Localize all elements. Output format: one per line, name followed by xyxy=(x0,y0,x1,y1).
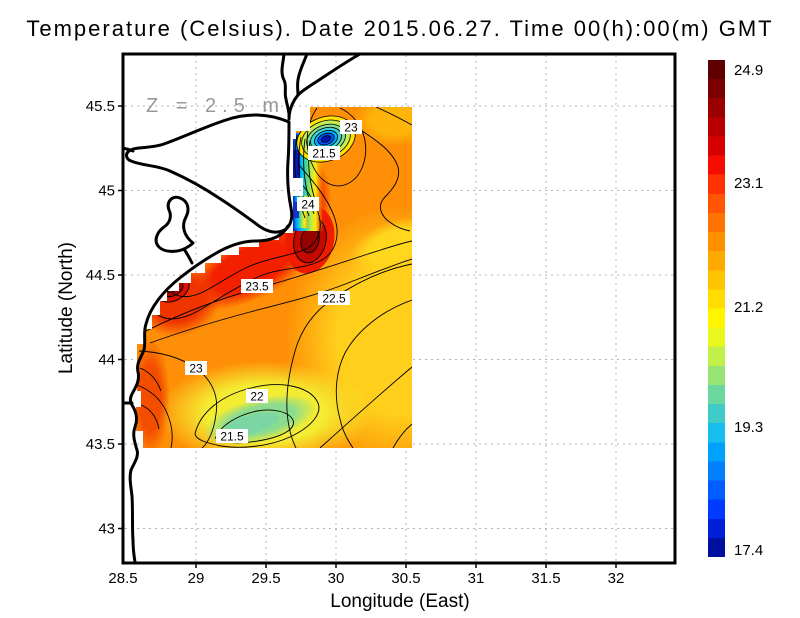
contour-label: 24 xyxy=(301,198,315,212)
contour-label: 21.5 xyxy=(220,430,244,444)
contour-label: 23 xyxy=(344,121,358,135)
x-tick-label: 31.5 xyxy=(531,570,560,587)
colorbar: 24.9 23.1 21.2 19.3 17.4 xyxy=(708,60,763,559)
y-tick-label: 43 xyxy=(98,521,115,538)
contour-label: 22.5 xyxy=(322,292,346,306)
y-tick-label: 45.5 xyxy=(86,98,115,115)
plot-frame xyxy=(121,52,677,565)
contour-labels: 23 21.5 24 23.5 22.5 23 22 21.5 xyxy=(185,120,362,444)
colorbar-label: 19.3 xyxy=(734,419,763,436)
x-tick-label: 29.5 xyxy=(251,570,280,587)
x-tick-label: 31 xyxy=(468,570,485,587)
colorbar-label: 23.1 xyxy=(734,175,763,192)
x-tick-label: 32 xyxy=(608,570,625,587)
colorbar-label: 21.2 xyxy=(734,299,763,316)
y-tick-label: 45 xyxy=(98,183,115,200)
y-tick-label: 44.5 xyxy=(86,267,115,284)
depth-annotation: Z = 2.5 m xyxy=(146,95,285,117)
contour-label: 23 xyxy=(189,362,203,376)
colorbar-label: 24.9 xyxy=(734,62,763,79)
x-tick-label: 30.5 xyxy=(391,570,420,587)
x-tick-label: 30 xyxy=(328,570,345,587)
x-tick-label: 29 xyxy=(188,570,205,587)
contour-label: 22 xyxy=(250,390,264,404)
colorbar-label: 17.4 xyxy=(734,542,763,559)
coastline xyxy=(121,52,362,564)
axis-ticks xyxy=(118,105,617,568)
x-tick-label: 28.5 xyxy=(108,570,137,587)
y-tick-label: 43.5 xyxy=(86,436,115,453)
contour-label: 23.5 xyxy=(245,280,269,294)
colorbar-gradient xyxy=(708,60,725,557)
y-tick-label: 44 xyxy=(98,352,115,369)
x-tick-labels: 28.5 29 29.5 30 30.5 31 31.5 32 xyxy=(108,570,624,587)
y-axis-label: Latitude (North) xyxy=(56,242,77,374)
plot-title: Temperature (Celsius). Date 2015.06.27. … xyxy=(26,16,773,41)
y-tick-labels: 45.5 45 44.5 44 43.5 43 xyxy=(86,98,115,538)
contour-label: 21.5 xyxy=(312,147,336,161)
x-axis-label: Longitude (East) xyxy=(330,591,469,612)
